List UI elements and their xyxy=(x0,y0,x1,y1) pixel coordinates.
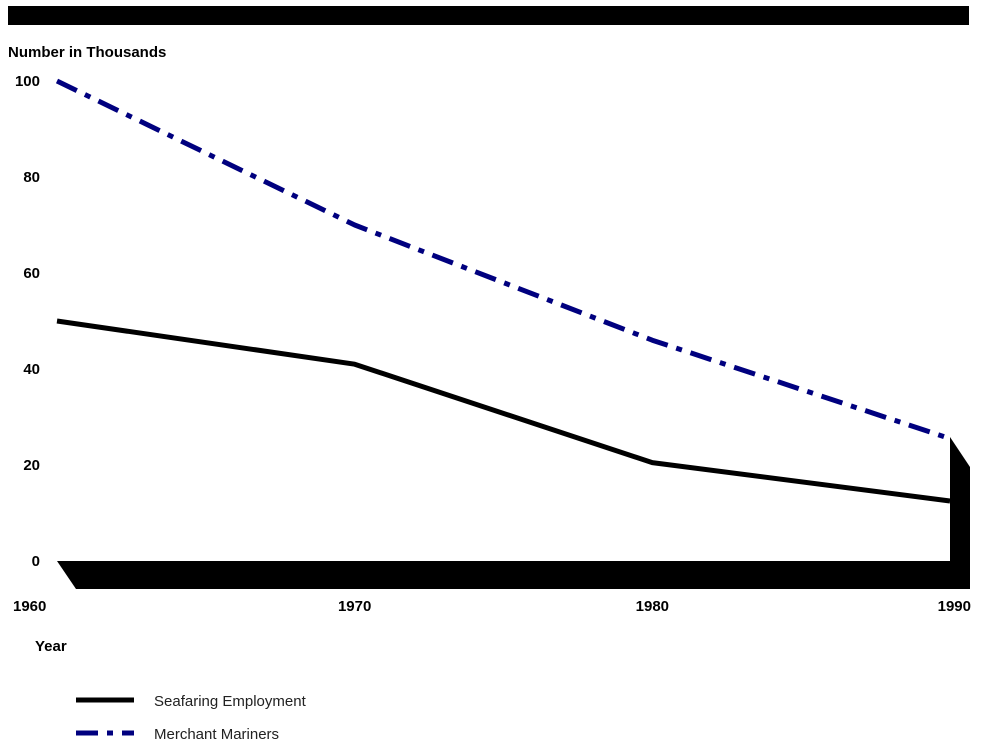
legend: Seafaring Employment Merchant Mariners xyxy=(76,693,307,743)
series-layer xyxy=(55,78,951,504)
legend-label: Merchant Mariners xyxy=(154,726,279,743)
y-tick-labels: 0 20 40 60 80 100 xyxy=(15,73,40,570)
y-tick-label: 80 xyxy=(23,169,40,186)
y-tick-label: 100 xyxy=(15,73,40,90)
x-tick-label: 1970 xyxy=(338,598,371,615)
legend-label: Seafaring Employment xyxy=(154,693,307,710)
x-tick-label: 1990 xyxy=(938,598,971,615)
series-line-seafaring-employment xyxy=(56,318,951,504)
y-tick-label: 40 xyxy=(23,361,40,378)
top-banner-bar xyxy=(8,6,969,25)
right-wall xyxy=(950,437,970,589)
y-axis-title: Number in Thousands xyxy=(8,44,166,61)
y-tick-label: 20 xyxy=(23,457,40,474)
x-tick-label: 1980 xyxy=(636,598,669,615)
y-tick-label: 0 xyxy=(32,553,40,570)
x-tick-label: 1960 xyxy=(13,598,46,615)
y-tick-label: 60 xyxy=(23,265,40,282)
x-axis-floor xyxy=(57,561,950,589)
x-tick-labels: 1960 1970 1980 1990 xyxy=(13,598,971,615)
x-axis-title: Year xyxy=(35,638,67,655)
series-line-merchant-mariners xyxy=(55,78,951,441)
